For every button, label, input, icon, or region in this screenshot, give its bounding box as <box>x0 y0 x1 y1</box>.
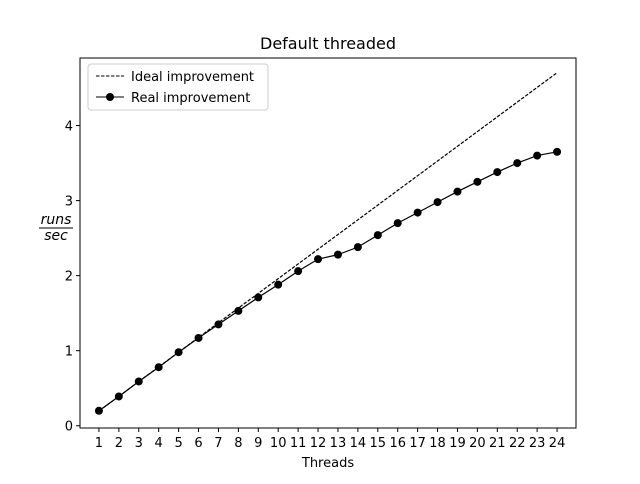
real-improvement-point <box>314 255 323 264</box>
real-improvement-point <box>214 320 223 329</box>
x-tick-label: 21 <box>489 436 506 451</box>
real-improvement-point <box>94 406 103 415</box>
x-tick-label: 18 <box>429 436 446 451</box>
real-improvement-point <box>413 208 422 217</box>
x-tick-label: 20 <box>469 436 486 451</box>
real-improvement-point <box>134 377 143 386</box>
x-axis-label: Threads <box>301 456 354 471</box>
real-improvement-point <box>393 219 402 228</box>
real-improvement-point <box>333 250 342 259</box>
chart-title: Default threaded <box>260 34 396 53</box>
x-tick-label: 14 <box>350 436 367 451</box>
real-improvement-point <box>473 177 482 186</box>
x-tick-label: 5 <box>174 436 182 451</box>
y-tick-label: 4 <box>65 120 73 135</box>
x-tick-label: 6 <box>194 436 202 451</box>
real-improvement-point <box>114 392 123 401</box>
x-tick-label: 15 <box>370 436 387 451</box>
real-improvement-point <box>174 348 183 357</box>
x-tick-label: 7 <box>214 436 222 451</box>
legend-real-label: Real improvement <box>131 91 250 106</box>
x-tick-label: 11 <box>290 436 307 451</box>
x-tick-label: 9 <box>254 436 262 451</box>
x-tick-label: 17 <box>409 436 426 451</box>
y-axis-label-denominator: sec <box>44 228 68 244</box>
x-tick-label: 24 <box>549 436 566 451</box>
real-improvement-point <box>433 198 442 207</box>
legend-real-marker <box>106 93 114 101</box>
y-tick-label: 2 <box>65 270 73 285</box>
legend-ideal-label: Ideal improvement <box>131 70 254 85</box>
legend-box <box>87 63 269 111</box>
x-tick-label: 19 <box>449 436 466 451</box>
x-tick-label: 4 <box>155 436 163 451</box>
x-tick-label: 22 <box>509 436 526 451</box>
y-axis-label: runs sec <box>39 212 73 244</box>
real-improvement-point <box>353 243 362 252</box>
real-improvement-point <box>453 187 462 196</box>
real-improvement-point <box>513 159 522 168</box>
real-improvement-point <box>254 293 263 302</box>
x-tick-label: 8 <box>234 436 242 451</box>
real-improvement-point <box>553 147 562 156</box>
y-tick-label: 3 <box>65 195 73 210</box>
x-tick-label: 10 <box>270 436 287 451</box>
x-tick-label: 23 <box>529 436 546 451</box>
real-improvement-line <box>98 151 558 412</box>
real-improvement-point <box>274 280 283 289</box>
plot-frame <box>79 57 577 429</box>
real-improvement-point <box>373 231 382 240</box>
y-tick-label: 0 <box>65 420 73 435</box>
x-tick-label: 13 <box>330 436 347 451</box>
x-tick-label: 2 <box>115 436 123 451</box>
real-improvement-point <box>533 151 542 160</box>
x-tick-label: 16 <box>389 436 406 451</box>
x-tick-label: 3 <box>135 436 143 451</box>
legend: Ideal improvement Real improvement <box>87 63 269 111</box>
real-improvement-point <box>294 267 303 276</box>
x-tick-label: 1 <box>95 436 103 451</box>
y-axis-label-numerator: runs <box>41 212 72 228</box>
real-improvement-point <box>493 168 502 177</box>
y-tick-label: 1 <box>65 345 73 360</box>
real-improvement-point <box>234 306 243 315</box>
x-tick-label: 12 <box>310 436 327 451</box>
real-improvement-point <box>154 363 163 372</box>
real-improvement-point <box>194 333 203 342</box>
